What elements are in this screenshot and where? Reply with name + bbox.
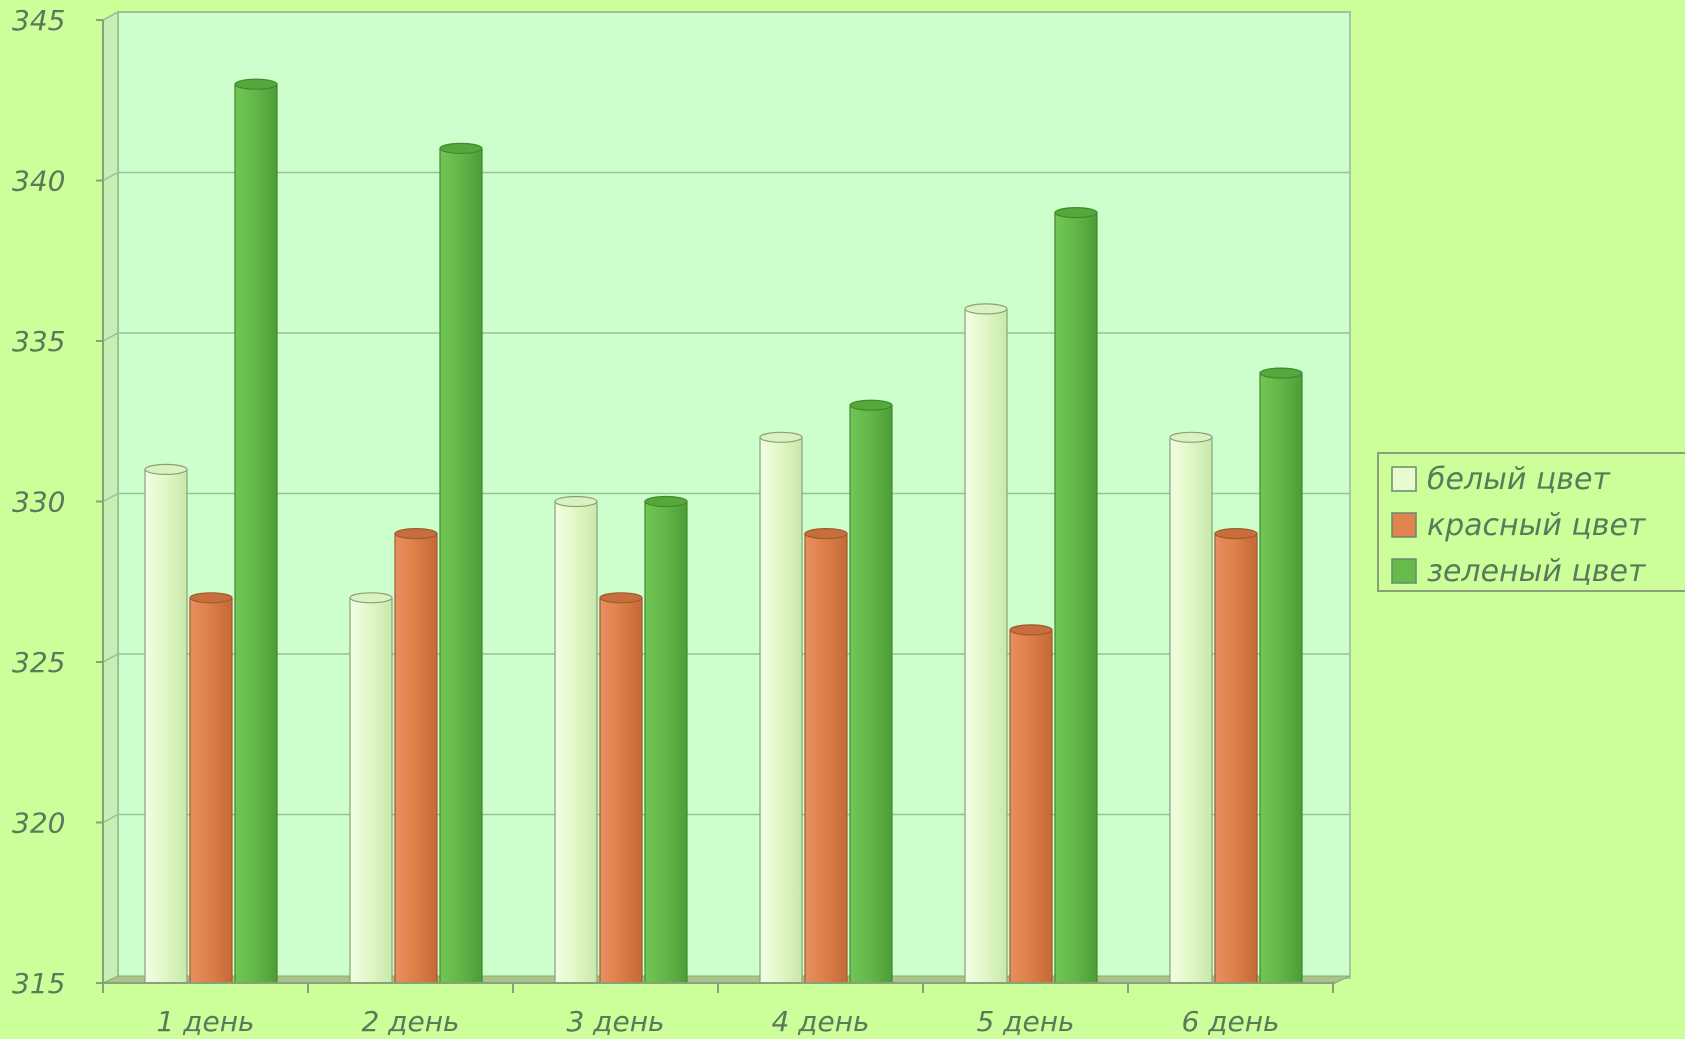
bar-green bbox=[234, 78, 278, 984]
bar-body bbox=[964, 308, 1008, 984]
bar-body bbox=[144, 468, 188, 984]
gridline-side bbox=[102, 813, 119, 824]
gridline-side bbox=[102, 492, 119, 503]
y-tick-label: 345 bbox=[12, 4, 65, 37]
plot-back-wall bbox=[117, 11, 1351, 979]
bar-body bbox=[759, 436, 803, 984]
x-tick-label: 1 день bbox=[156, 1005, 254, 1038]
legend-box bbox=[1377, 452, 1685, 592]
bars bbox=[144, 78, 1303, 984]
y-tick-label: 340 bbox=[12, 165, 65, 198]
y-tick-label: 320 bbox=[12, 807, 65, 840]
y-tick-label: 330 bbox=[12, 486, 65, 519]
bar-cap bbox=[964, 303, 1008, 315]
y-axis-ticks: 315 320 325 330 335 340 345 bbox=[12, 4, 103, 1000]
bar-body bbox=[1054, 212, 1098, 984]
legend-label-red: красный цвет bbox=[1427, 508, 1647, 543]
x-tick-label: 3 день bbox=[566, 1005, 664, 1038]
legend-label-green: зеленый цвет bbox=[1427, 554, 1647, 589]
bar-cap bbox=[1259, 367, 1303, 379]
bar-green bbox=[849, 399, 893, 984]
bar-cap bbox=[394, 527, 438, 540]
bar-body bbox=[644, 500, 688, 984]
bar-green bbox=[644, 495, 688, 984]
bar-body bbox=[349, 597, 393, 984]
bar-cap bbox=[439, 142, 483, 154]
bar-red bbox=[189, 592, 233, 984]
legend: белый цвет красный цвет зеленый цвет bbox=[1377, 452, 1685, 592]
bar-cap bbox=[144, 463, 188, 475]
y-tick-label: 325 bbox=[12, 646, 65, 679]
legend-swatch-white bbox=[1391, 466, 1417, 492]
bar-red bbox=[804, 527, 848, 984]
x-tick-label: 2 день bbox=[361, 1005, 459, 1038]
bar-cap bbox=[189, 592, 233, 604]
legend-swatch-green bbox=[1391, 558, 1417, 584]
bar-cap bbox=[554, 495, 598, 508]
bar-body bbox=[554, 500, 598, 984]
x-tick-label: 5 день bbox=[976, 1005, 1074, 1038]
plot-floor bbox=[102, 975, 1351, 984]
bar-red bbox=[394, 527, 438, 984]
y-tick-label: 315 bbox=[12, 967, 65, 1000]
x-tick-label: 4 день bbox=[771, 1005, 869, 1038]
gridlines bbox=[102, 11, 1350, 824]
bar-body bbox=[439, 147, 483, 984]
bar-green bbox=[1259, 367, 1303, 984]
gridline-side bbox=[102, 171, 119, 182]
bar-body bbox=[1009, 629, 1053, 984]
bar-cap bbox=[1214, 527, 1258, 540]
bar-white bbox=[554, 495, 598, 984]
bar-cap bbox=[849, 399, 893, 411]
gridline-side bbox=[102, 653, 119, 663]
gridline-side bbox=[102, 332, 119, 342]
y-tick-label: 335 bbox=[12, 325, 65, 358]
bar-body bbox=[234, 83, 278, 984]
bar-red bbox=[1009, 624, 1053, 984]
bar-body bbox=[849, 404, 893, 984]
legend-swatch-red bbox=[1391, 512, 1417, 538]
bar-cap bbox=[644, 495, 688, 508]
bar-cap bbox=[349, 592, 393, 604]
bar-green bbox=[1054, 207, 1098, 984]
bar-body bbox=[1169, 436, 1213, 984]
bar-body bbox=[1214, 532, 1258, 984]
bar-body bbox=[394, 532, 438, 984]
bar-red bbox=[1214, 527, 1258, 984]
bar-cap bbox=[234, 78, 278, 90]
bar-white bbox=[144, 463, 188, 984]
bar-body bbox=[189, 597, 233, 984]
bar-cap bbox=[1169, 431, 1213, 443]
gridline-side bbox=[102, 11, 119, 21]
legend-label-white: белый цвет bbox=[1427, 462, 1611, 497]
bar-green bbox=[439, 142, 483, 984]
bar-body bbox=[599, 597, 643, 984]
x-tick-label: 6 день bbox=[1181, 1005, 1279, 1038]
x-axis-ticks: 1 день 2 день 3 день 4 день 5 день 6 день bbox=[102, 983, 1334, 1038]
bar-cap bbox=[804, 527, 848, 540]
bar-cap bbox=[1054, 207, 1098, 219]
bar-cap bbox=[759, 431, 803, 443]
bar-white bbox=[1169, 431, 1213, 984]
bar-body bbox=[804, 532, 848, 984]
bar-red bbox=[599, 592, 643, 984]
bar-white bbox=[964, 303, 1008, 984]
bar-white bbox=[759, 431, 803, 984]
bar-cap bbox=[599, 592, 643, 604]
bar-cap bbox=[1009, 624, 1053, 636]
bar-white bbox=[349, 592, 393, 984]
bar-body bbox=[1259, 372, 1303, 984]
